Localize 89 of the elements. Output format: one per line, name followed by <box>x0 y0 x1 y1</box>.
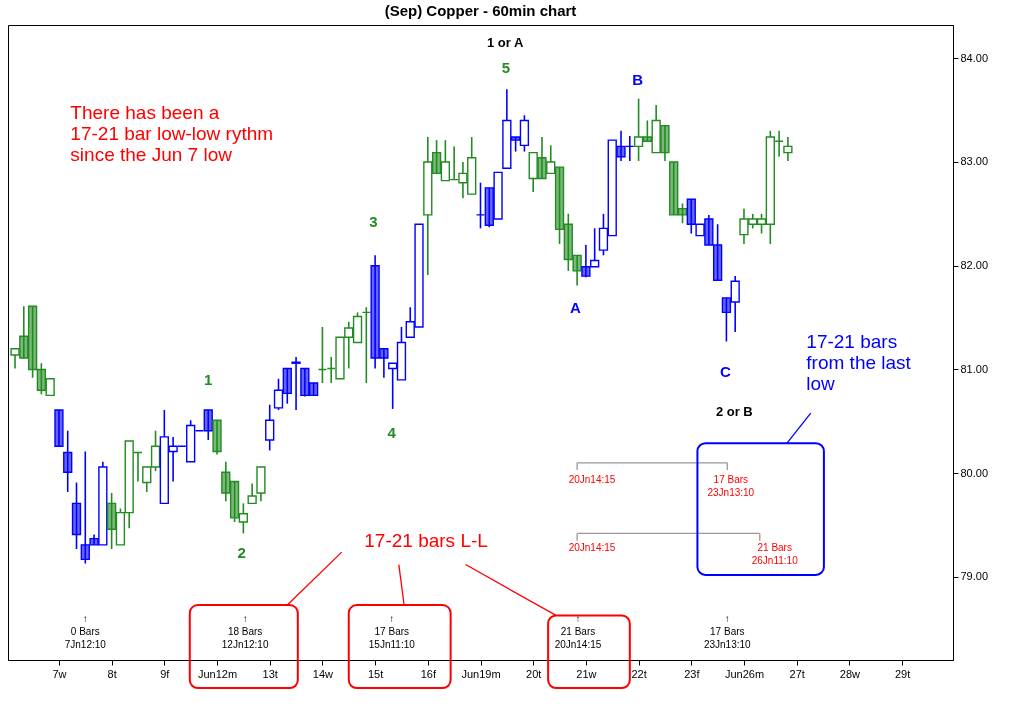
candlestick <box>669 161 679 216</box>
annotation: 2 or B <box>715 404 753 420</box>
x-tick-label: 13t <box>262 667 278 680</box>
annotation: 20Jn14:15 <box>568 541 616 553</box>
candlestick <box>212 419 222 456</box>
candlestick <box>590 227 600 268</box>
candlestick <box>660 124 670 162</box>
x-tick-label: 22t <box>631 667 647 680</box>
candlestick <box>581 244 591 278</box>
annotation: 2 <box>237 544 246 562</box>
candlestick <box>642 119 653 143</box>
candlestick <box>89 533 99 546</box>
annotation: ↑ 17 Bars 15Jn11:10 <box>368 613 416 651</box>
x-tick-label: 9f <box>160 667 171 680</box>
y-tick-label: 79.00 <box>960 570 989 583</box>
candlestick <box>54 409 64 448</box>
y-tick-label: 80.00 <box>960 466 989 479</box>
candlestick <box>484 187 494 229</box>
y-tick-label: 84.00 <box>960 51 989 64</box>
annotation: A <box>569 299 581 317</box>
candlestick <box>686 198 696 235</box>
annotation: 17-21 bars L-L <box>364 529 488 551</box>
candlestick <box>203 409 213 441</box>
x-tick-label: 27t <box>789 667 805 680</box>
x-tick-label: Jun26m <box>724 667 765 680</box>
candlestick <box>431 139 442 175</box>
annotation: 1 or A <box>486 34 524 50</box>
candlestick <box>80 450 90 565</box>
candlestick <box>282 367 292 405</box>
y-tick-label: 81.00 <box>960 362 989 375</box>
candlestick <box>712 223 723 282</box>
candlestick <box>71 481 82 550</box>
candlestick <box>704 214 714 246</box>
x-tick-label: 20t <box>526 667 542 680</box>
annotation: 4 <box>387 423 397 441</box>
annotation: 3 <box>369 213 378 231</box>
candlestick <box>677 202 688 224</box>
annotation: 17 Bars 23Jn13:10 <box>707 474 755 499</box>
x-tick-label: 29t <box>894 667 911 680</box>
candlestick <box>379 347 389 379</box>
y-tick-label: 83.00 <box>960 155 989 168</box>
annotation: 17-21 bars from the last low <box>806 331 912 394</box>
candlestick <box>616 130 626 162</box>
x-tick-label: Jun12m <box>197 667 238 680</box>
candlestick <box>546 144 556 175</box>
candlestick <box>10 347 20 370</box>
candlestick <box>370 254 380 370</box>
candlestick <box>229 480 240 523</box>
annotation: There has been a 17-21 bar low-low rythm since the Jun 7 low <box>70 101 274 165</box>
candlestick <box>19 305 29 359</box>
annotation: C <box>720 362 732 380</box>
annotation: ↑ 21 Bars 20Jn14:15 <box>554 613 602 651</box>
candlestick <box>730 275 740 333</box>
x-tick-label: 7w <box>52 667 67 680</box>
candlestick <box>633 97 644 162</box>
candlestick <box>238 502 249 535</box>
annotation: 5 <box>501 58 511 76</box>
annotation: 21 Bars 26Jn11:10 <box>751 541 799 566</box>
candlestick <box>221 461 231 503</box>
candlestick <box>273 378 284 411</box>
annotation: ↑ 0 Bars 7Jn12:10 <box>64 613 107 651</box>
y-tick-label: 82.00 <box>960 259 989 272</box>
x-tick-label: 8t <box>107 667 117 680</box>
x-tick-label: 23f <box>684 667 701 680</box>
annotation: ↑ 17 Bars 23Jn13:10 <box>703 613 752 651</box>
x-tick-label: Jun19m <box>461 667 501 680</box>
candlestick <box>537 136 547 180</box>
x-tick-label: 21w <box>576 667 597 680</box>
annotation: 1 <box>204 370 213 388</box>
x-tick-label: 14w <box>312 667 334 680</box>
candlestick <box>36 362 47 396</box>
x-tick-label: 16f <box>420 667 437 680</box>
candlestick <box>554 166 565 245</box>
candlestick <box>106 492 117 550</box>
candlestick <box>563 213 573 272</box>
chart-title: (Sep) Copper - 60min chart <box>384 2 577 19</box>
candlestick <box>265 403 275 452</box>
annotation: ↑ 18 Bars 12Jn12:10 <box>221 613 269 651</box>
candlestick <box>572 254 582 287</box>
x-tick-label: 15t <box>367 667 384 680</box>
candlestick <box>291 356 301 411</box>
candlestick <box>300 367 310 398</box>
candlestick <box>63 429 73 493</box>
candlestick <box>783 136 793 162</box>
annotation: B <box>632 70 644 88</box>
annotation: 20Jn14:15 <box>568 474 616 486</box>
candlestick <box>27 305 38 379</box>
x-tick-label: 28w <box>839 667 861 680</box>
candlestick <box>721 297 732 343</box>
